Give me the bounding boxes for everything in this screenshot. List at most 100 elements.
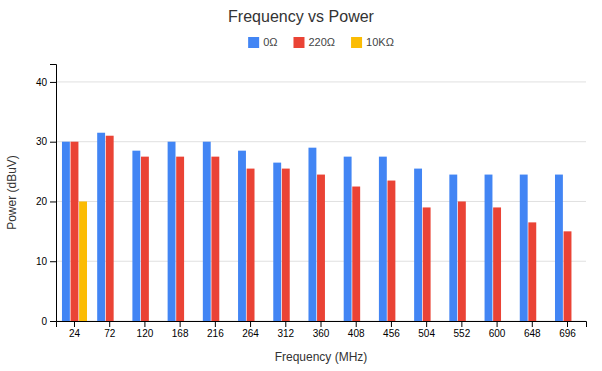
grid-line <box>56 141 586 142</box>
tick-label: 72 <box>104 328 116 339</box>
tick-label: 40 <box>36 77 48 88</box>
legend: 0Ω 220Ω 10KΩ <box>248 36 394 48</box>
bar-series <box>62 133 563 321</box>
tick-mark <box>567 321 568 327</box>
y-tick: 20 <box>36 196 56 207</box>
legend-label: 220Ω <box>308 36 335 48</box>
bar <box>379 157 387 321</box>
axis-line <box>57 322 587 328</box>
bar <box>361 321 369 322</box>
title: Frequency vs Power <box>228 8 375 25</box>
legend-label: 10KΩ <box>366 36 394 48</box>
tick-label: 264 <box>242 328 259 339</box>
tick-mark <box>532 321 533 327</box>
tick-mark <box>180 321 181 327</box>
legend-swatch <box>351 37 362 48</box>
bar <box>220 321 228 322</box>
bar <box>387 181 395 321</box>
bar <box>344 157 352 321</box>
grid <box>56 82 586 321</box>
bar <box>414 169 422 321</box>
x-tick: 72 <box>104 321 116 339</box>
y-axis-label: Power (dBuV) <box>5 155 19 230</box>
bar <box>466 321 474 322</box>
bar <box>211 157 219 321</box>
bar <box>79 201 87 321</box>
tick-mark <box>50 321 56 322</box>
x-tick: 216 <box>207 321 224 339</box>
tick-label: 10 <box>36 256 48 267</box>
tick-label: 360 <box>313 328 330 339</box>
bar <box>423 207 431 321</box>
bar <box>150 321 158 322</box>
tick-label: 168 <box>172 328 189 339</box>
bar <box>520 175 528 321</box>
x-tick: 264 <box>242 321 259 339</box>
bar <box>485 175 493 321</box>
legend-item: 10KΩ <box>351 36 394 48</box>
x-tick: 456 <box>383 321 400 339</box>
bar <box>572 321 580 322</box>
bar <box>449 175 457 321</box>
bar <box>176 157 184 321</box>
tick-mark <box>74 321 75 327</box>
y-tick: 30 <box>36 136 56 147</box>
bar <box>564 231 572 321</box>
bar <box>431 321 439 322</box>
y-tick: 40 <box>36 77 56 88</box>
axis-line <box>50 65 57 322</box>
tick-mark <box>391 321 392 327</box>
bar <box>97 133 105 321</box>
tick-label: 24 <box>69 328 81 339</box>
y-axis: 0 10 20 30 40 <box>36 65 57 327</box>
tick-label: 504 <box>418 328 435 339</box>
tick-label: 456 <box>383 328 400 339</box>
tick-label: 216 <box>207 328 224 339</box>
tick-mark <box>50 201 56 202</box>
tick-mark <box>321 321 322 327</box>
bars <box>62 133 571 321</box>
tick-mark <box>285 321 286 327</box>
legend-swatch <box>293 37 304 48</box>
bar <box>308 148 316 321</box>
x-tick: 696 <box>559 321 576 339</box>
bar <box>255 321 263 322</box>
tick-mark <box>50 82 56 83</box>
x-tick: 120 <box>137 321 154 339</box>
bar-series <box>79 201 87 321</box>
tick-label: 20 <box>36 196 48 207</box>
x-tick: 168 <box>172 321 189 339</box>
x-tick: 408 <box>348 321 365 339</box>
chart: 2472120168216264312360408456504552600648… <box>0 0 602 371</box>
tick-mark <box>50 142 56 143</box>
y-tick: 0 <box>41 316 56 327</box>
bar <box>114 321 122 322</box>
x-axis-label: Frequency (MHz) <box>275 350 368 364</box>
tick-label: 30 <box>36 136 48 147</box>
bar <box>290 321 298 322</box>
legend-swatch <box>248 37 259 48</box>
tick-label: 120 <box>137 328 154 339</box>
bar <box>396 321 404 322</box>
bar <box>273 163 281 321</box>
tick-mark <box>215 321 216 327</box>
bar <box>62 142 70 321</box>
bar <box>238 151 246 321</box>
bar <box>106 136 114 321</box>
plot: 2472120168216264312360408456504552600648… <box>36 65 587 340</box>
tick-mark <box>144 321 145 327</box>
bar <box>537 321 545 322</box>
bar <box>132 151 140 321</box>
bar <box>326 321 334 322</box>
tick-label: 0 <box>41 316 47 327</box>
bar <box>203 142 211 321</box>
tick-mark <box>50 261 56 262</box>
bar <box>555 175 563 321</box>
bar <box>502 321 510 322</box>
x-tick: 552 <box>454 321 471 339</box>
tick-label: 408 <box>348 328 365 339</box>
bar <box>168 142 176 321</box>
x-tick: 648 <box>524 321 541 339</box>
legend-item: 220Ω <box>293 36 335 48</box>
legend-label: 0Ω <box>263 36 277 48</box>
